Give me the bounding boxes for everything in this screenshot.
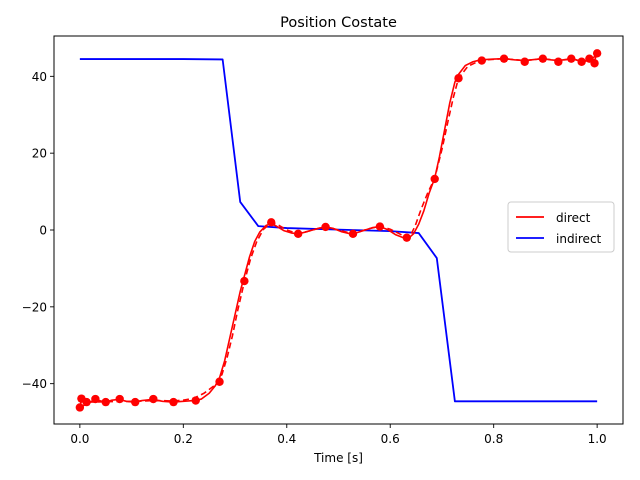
- data-point-direct: [293, 229, 303, 239]
- data-point-direct: [215, 377, 224, 386]
- data-point-direct: [149, 394, 158, 404]
- data-point-direct: [75, 403, 85, 412]
- legend-box: [507, 201, 615, 253]
- data-point-direct: [191, 396, 200, 405]
- data-point-direct: [430, 174, 439, 184]
- x-tick-label: 0.4: [277, 432, 296, 446]
- data-point-direct: [240, 276, 249, 286]
- data-point-direct: [454, 74, 463, 83]
- y-tick-label: −40: [22, 377, 47, 391]
- legend: direct indirect: [507, 201, 615, 253]
- data-point-direct: [101, 397, 110, 407]
- data-point-direct: [538, 54, 548, 63]
- y-axis-ticks: −40 −20 0 20 40: [22, 70, 54, 391]
- legend-label-direct: direct: [556, 211, 591, 225]
- y-tick-label: 40: [32, 70, 47, 84]
- data-point-direct: [91, 394, 100, 404]
- data-point-direct: [499, 54, 509, 63]
- y-tick-label: 20: [32, 147, 47, 161]
- data-point-direct: [348, 229, 358, 239]
- data-point-direct: [267, 218, 276, 227]
- x-tick-label: 0.0: [70, 432, 89, 446]
- y-tick-label: 0: [39, 224, 47, 238]
- x-tick-label: 1.0: [588, 432, 607, 446]
- data-point-direct: [577, 57, 586, 66]
- chart-title: Position Costate: [280, 15, 397, 31]
- data-point-direct: [82, 397, 91, 407]
- data-point-direct: [592, 49, 602, 58]
- data-point-direct: [590, 59, 599, 68]
- data-point-direct: [115, 394, 124, 404]
- data-point-direct: [402, 233, 411, 242]
- data-point-direct: [477, 56, 486, 65]
- x-tick-label: 0.8: [484, 432, 503, 446]
- legend-label-indirect: indirect: [556, 232, 602, 246]
- series-layer: [75, 49, 602, 412]
- data-point-direct: [375, 222, 385, 231]
- x-axis-ticks: 0.0 0.2 0.4 0.6 0.8 1.0: [70, 424, 607, 446]
- data-point-direct: [567, 54, 576, 63]
- x-axis-label: Time [s]: [313, 451, 363, 465]
- x-tick-label: 0.6: [381, 432, 400, 446]
- x-tick-label: 0.2: [174, 432, 193, 446]
- data-point-direct: [169, 397, 178, 407]
- data-point-direct: [520, 57, 529, 66]
- data-point-direct: [554, 57, 563, 66]
- y-tick-label: −20: [22, 300, 47, 314]
- data-point-direct: [321, 222, 330, 232]
- series-line-indirect: [79, 58, 598, 403]
- data-point-direct: [131, 397, 140, 407]
